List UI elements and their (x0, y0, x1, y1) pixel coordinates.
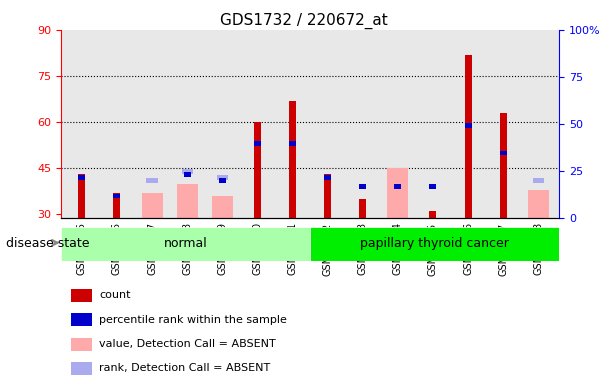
Bar (71, 313, 92, 326)
Bar (177, 184, 198, 218)
Bar (61, 227, 310, 261)
Bar (142, 193, 162, 217)
Bar (465, 55, 472, 217)
Bar (71, 289, 92, 302)
Bar (395, 184, 401, 189)
Bar (114, 194, 120, 198)
Text: percentile rank within the sample: percentile rank within the sample (99, 315, 287, 325)
Text: value, Detection Call = ABSENT: value, Detection Call = ABSENT (99, 339, 276, 349)
Bar (387, 168, 409, 217)
Text: disease state: disease state (6, 237, 89, 250)
Bar (289, 141, 296, 146)
Bar (71, 362, 92, 375)
Bar (359, 199, 366, 217)
Bar (71, 338, 92, 351)
Bar (182, 169, 193, 174)
Text: papillary thyroid cancer: papillary thyroid cancer (361, 237, 509, 250)
Bar (78, 174, 85, 217)
Bar (219, 178, 226, 183)
Bar (500, 151, 506, 155)
Bar (254, 141, 261, 146)
Bar (184, 172, 191, 177)
Bar (114, 193, 120, 217)
Text: normal: normal (164, 237, 207, 250)
Bar (429, 211, 437, 217)
Bar (533, 178, 544, 183)
Bar (212, 196, 233, 217)
Bar (310, 227, 559, 261)
Bar (254, 122, 261, 218)
Bar (324, 174, 331, 217)
Bar (216, 175, 228, 180)
Bar (500, 113, 506, 218)
Bar (324, 175, 331, 180)
Bar (429, 184, 437, 189)
Bar (147, 178, 157, 183)
Bar (465, 123, 472, 128)
Text: rank, Detection Call = ABSENT: rank, Detection Call = ABSENT (99, 363, 270, 374)
Bar (359, 184, 366, 189)
Bar (78, 175, 85, 180)
Bar (528, 190, 549, 217)
Text: GDS1732 / 220672_at: GDS1732 / 220672_at (220, 13, 388, 29)
Text: count: count (99, 290, 131, 300)
Bar (289, 101, 296, 217)
